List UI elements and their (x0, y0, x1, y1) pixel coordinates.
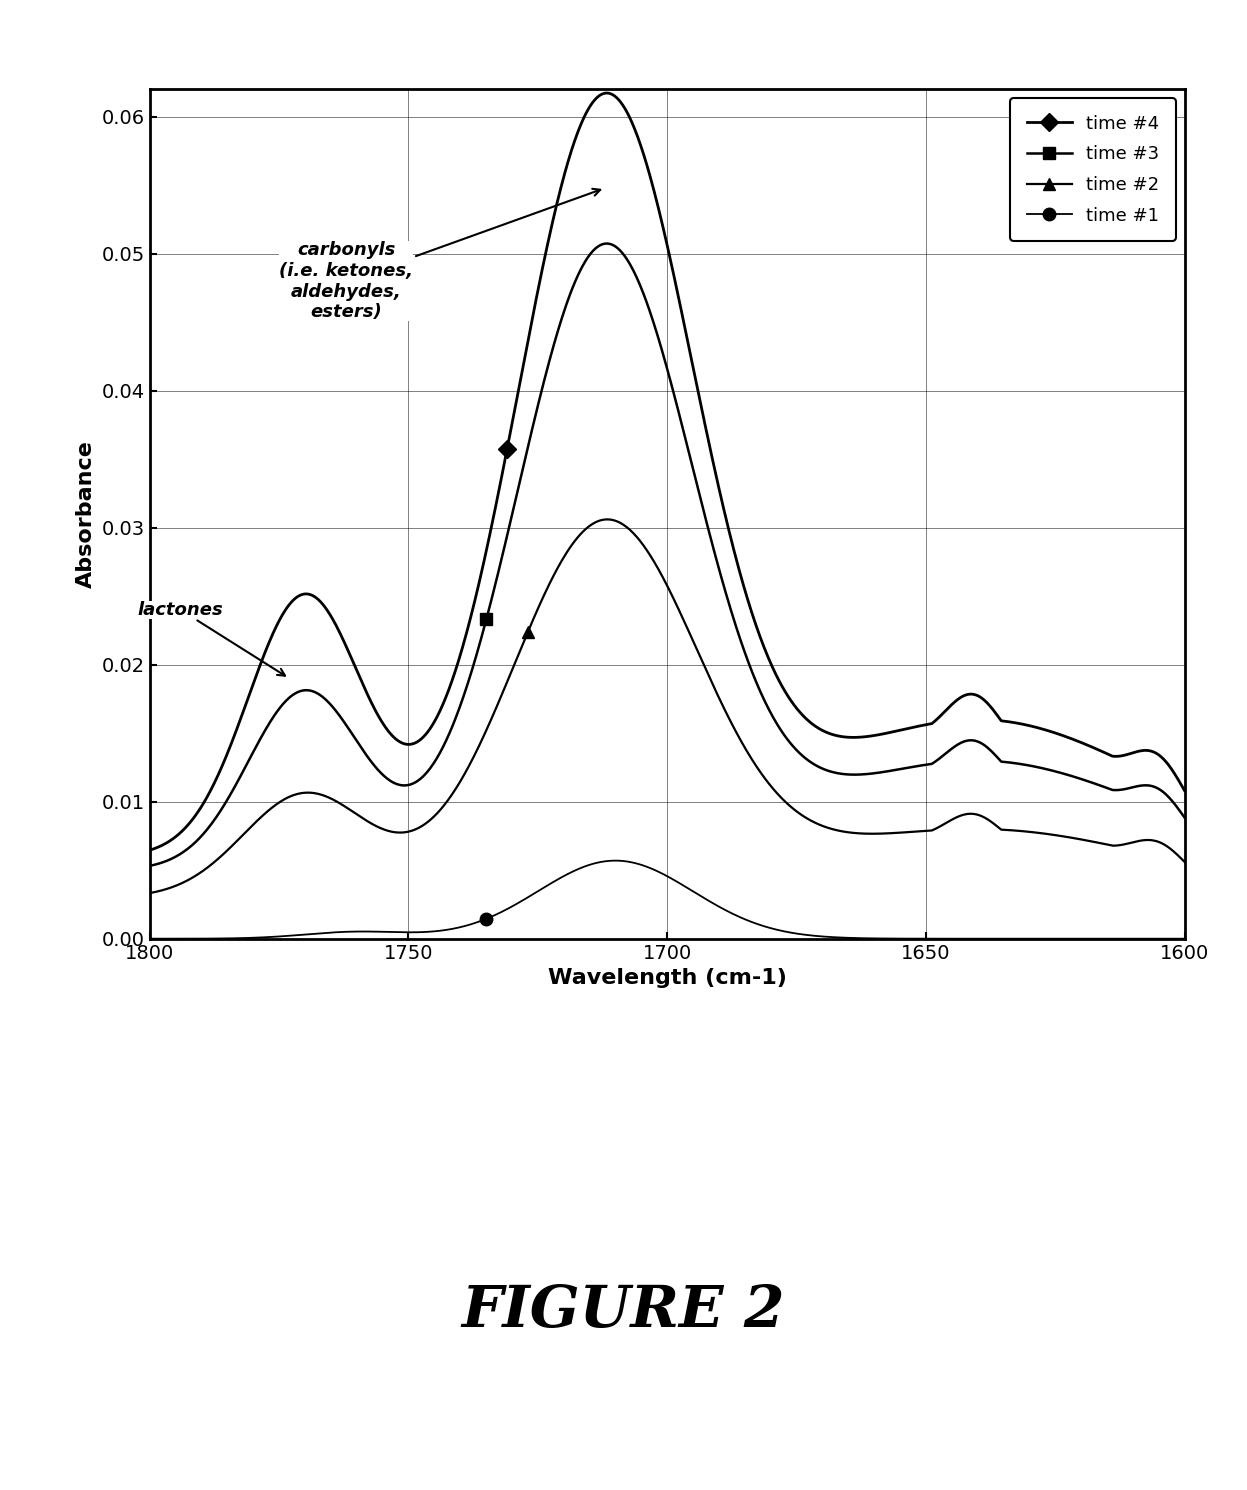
Y-axis label: Absorbance: Absorbance (76, 440, 96, 589)
Text: FIGURE 2: FIGURE 2 (461, 1283, 786, 1340)
Legend: time #4, time #3, time #2, time #1: time #4, time #3, time #2, time #1 (1010, 98, 1176, 241)
Text: carbonyls
(i.e. ketones,
aldehydes,
esters): carbonyls (i.e. ketones, aldehydes, este… (279, 189, 600, 322)
Text: lactones: lactones (138, 600, 286, 675)
X-axis label: Wavelength (cm-1): Wavelength (cm-1) (547, 968, 787, 988)
